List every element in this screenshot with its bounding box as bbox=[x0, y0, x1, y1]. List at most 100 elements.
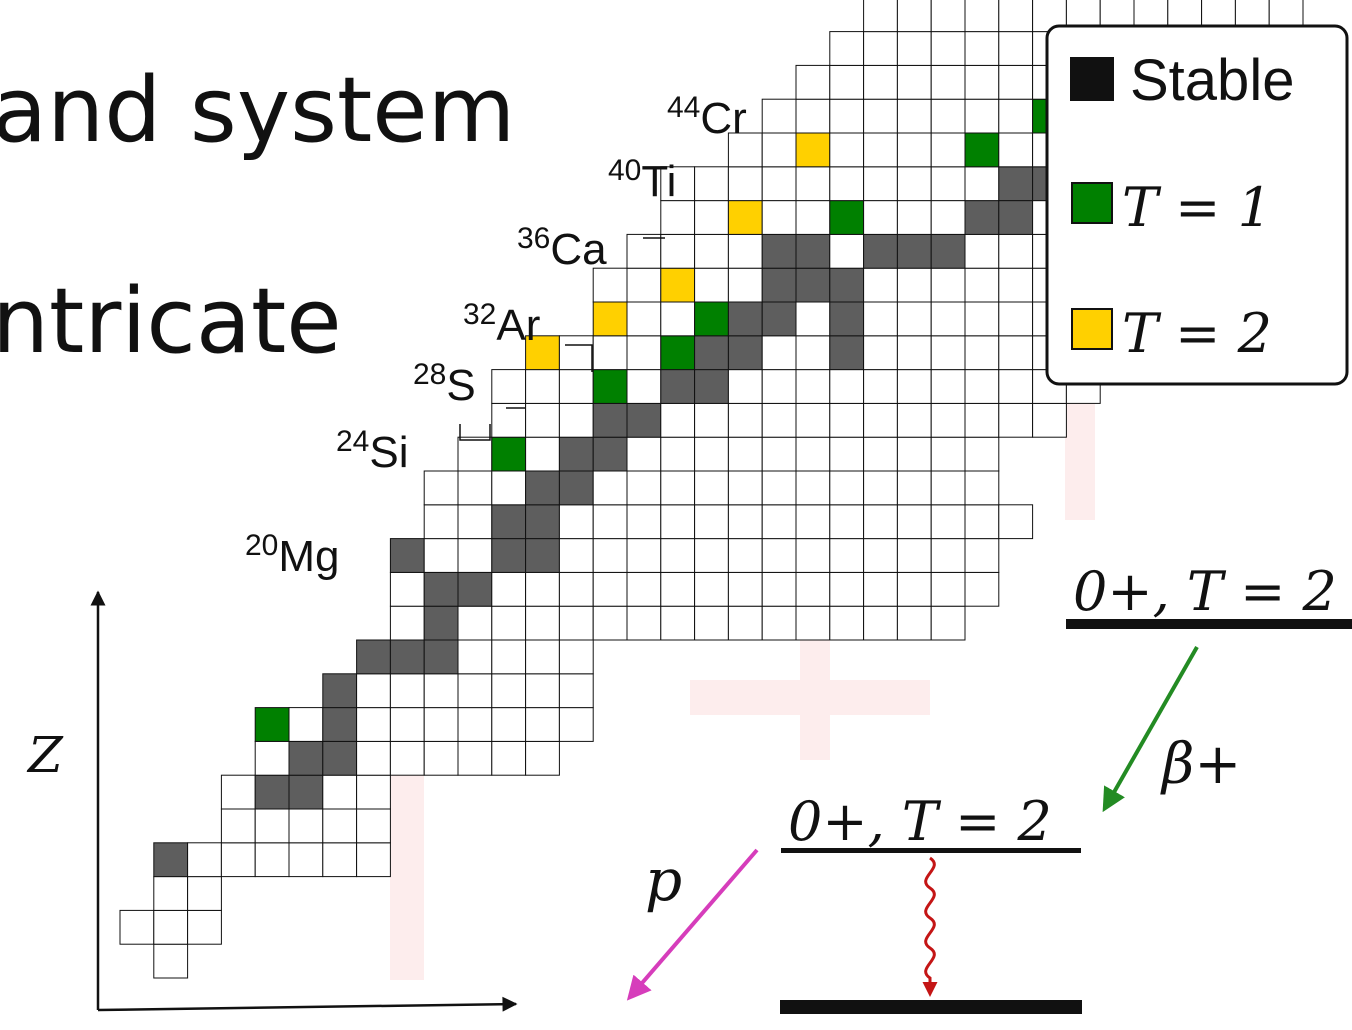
nuclide-cell bbox=[525, 335, 560, 371]
nuclide-cell bbox=[525, 740, 560, 776]
nuclide-cell bbox=[863, 31, 898, 66]
nuclide-cell bbox=[930, 605, 966, 641]
nuclide-cell bbox=[964, 402, 1000, 438]
proton-label: p bbox=[645, 846, 682, 914]
nuclide-cell bbox=[457, 504, 493, 540]
nuclide-cell bbox=[930, 470, 966, 506]
nuclide-cell bbox=[423, 740, 459, 776]
nuclide-cell bbox=[356, 842, 391, 878]
nuclide-cell bbox=[964, 335, 1000, 371]
nuclide-cell bbox=[660, 166, 696, 202]
nuclide-cell bbox=[727, 504, 763, 540]
nuclide-cell bbox=[457, 740, 493, 776]
nuclide-cell bbox=[694, 436, 729, 472]
nuclide-cell bbox=[727, 436, 763, 472]
nuclide-cell bbox=[322, 808, 358, 844]
nuclide-cell bbox=[626, 470, 662, 506]
nuclide-cell bbox=[1032, 402, 1067, 438]
nuclide-cell bbox=[795, 64, 831, 100]
nuclide-cell bbox=[558, 470, 594, 506]
nuclide-cell bbox=[288, 707, 324, 742]
nuclide-cell bbox=[727, 200, 763, 235]
slide-title-line-2: ntricate bbox=[0, 269, 342, 374]
nuclide-cell bbox=[829, 369, 865, 404]
nuclide-cell bbox=[592, 402, 628, 438]
nuclide-cell bbox=[863, 470, 898, 506]
nuclide-cell bbox=[998, 233, 1034, 269]
nuclide-cell bbox=[863, 335, 898, 371]
nuclide-cell bbox=[761, 504, 797, 540]
nuclide-cell bbox=[592, 301, 628, 337]
nuclide-cell bbox=[761, 166, 797, 202]
nuclide-cell bbox=[829, 64, 865, 100]
legend-label-t1: T = 1 bbox=[1122, 176, 1272, 239]
nuclide-cell bbox=[491, 470, 527, 506]
nuclide-cell bbox=[795, 436, 831, 472]
nuclide-cell bbox=[795, 504, 831, 540]
nuclide-cell bbox=[998, 0, 1034, 33]
nuclide-cell bbox=[660, 301, 696, 337]
nuclide-cell bbox=[930, 166, 966, 202]
nuclide-cell bbox=[457, 639, 493, 675]
n-axis-line bbox=[97, 996, 518, 1012]
nuclide-cell bbox=[356, 707, 391, 742]
nuclide-cell bbox=[660, 402, 696, 438]
nuclide-cell bbox=[761, 605, 797, 641]
nuclide-cell bbox=[863, 301, 898, 337]
nuclide-cell bbox=[254, 842, 290, 878]
nuclide-cell bbox=[964, 132, 1000, 168]
nuclide-cell bbox=[964, 166, 1000, 202]
nuclide-cell bbox=[930, 335, 966, 371]
nuclide-cell bbox=[727, 233, 763, 269]
nuclide-cell bbox=[525, 538, 560, 573]
legend-label-stable: Stable bbox=[1130, 48, 1294, 113]
nuclide-cell bbox=[761, 301, 797, 337]
nuclide-cell bbox=[863, 0, 898, 33]
nuclide-cell bbox=[930, 0, 966, 33]
nuclide-cell bbox=[389, 538, 425, 573]
nuclide-cell bbox=[660, 504, 696, 540]
nuclide-cell bbox=[930, 538, 966, 573]
nuclide-cell bbox=[626, 233, 662, 269]
nuclide-cell bbox=[694, 166, 729, 202]
nuclide-cell bbox=[491, 673, 527, 709]
nuclide-cell bbox=[998, 267, 1034, 303]
nuclide-cell bbox=[829, 132, 865, 168]
nuclide-cell bbox=[863, 504, 898, 540]
nuclide-cell bbox=[153, 909, 189, 945]
nuclide-cell bbox=[187, 876, 222, 911]
nuclide-cell bbox=[626, 436, 662, 472]
nuclide-cell bbox=[322, 707, 358, 742]
nuclide-cell bbox=[491, 639, 527, 675]
nuclide-cell bbox=[863, 233, 898, 269]
nuclide-cell bbox=[896, 200, 932, 235]
nuclide-cell bbox=[423, 639, 459, 675]
nuclide-cell bbox=[660, 233, 696, 269]
nuclide-cell bbox=[626, 504, 662, 540]
nuclide-cell bbox=[457, 436, 493, 472]
nuclide-cell bbox=[896, 64, 932, 100]
nuclide-cell bbox=[863, 436, 898, 472]
nuclide-cell bbox=[626, 267, 662, 303]
nuclide-cell bbox=[998, 64, 1034, 100]
nuclide-cell bbox=[626, 301, 662, 337]
nuclide-cell bbox=[930, 233, 966, 269]
nuclide-cell bbox=[525, 639, 560, 675]
nuclide-cell bbox=[558, 402, 594, 438]
nuclide-cell bbox=[795, 538, 831, 573]
nuclide-cell bbox=[694, 335, 729, 371]
nuclide-cell bbox=[829, 267, 865, 303]
nuclide-cell bbox=[220, 774, 256, 810]
nuclide-cell bbox=[660, 267, 696, 303]
nuclide-cell bbox=[525, 605, 560, 641]
nuclide-cell bbox=[964, 504, 1000, 540]
nuclide-cell bbox=[558, 436, 594, 472]
nuclide-cell bbox=[525, 436, 560, 472]
nuclide-cell bbox=[389, 639, 425, 675]
nuclide-cell bbox=[930, 98, 966, 134]
nuclide-cell bbox=[964, 538, 1000, 573]
nuclide-cell bbox=[829, 335, 865, 371]
nuclide-cell bbox=[795, 267, 831, 303]
nuclide-cell bbox=[423, 571, 459, 607]
